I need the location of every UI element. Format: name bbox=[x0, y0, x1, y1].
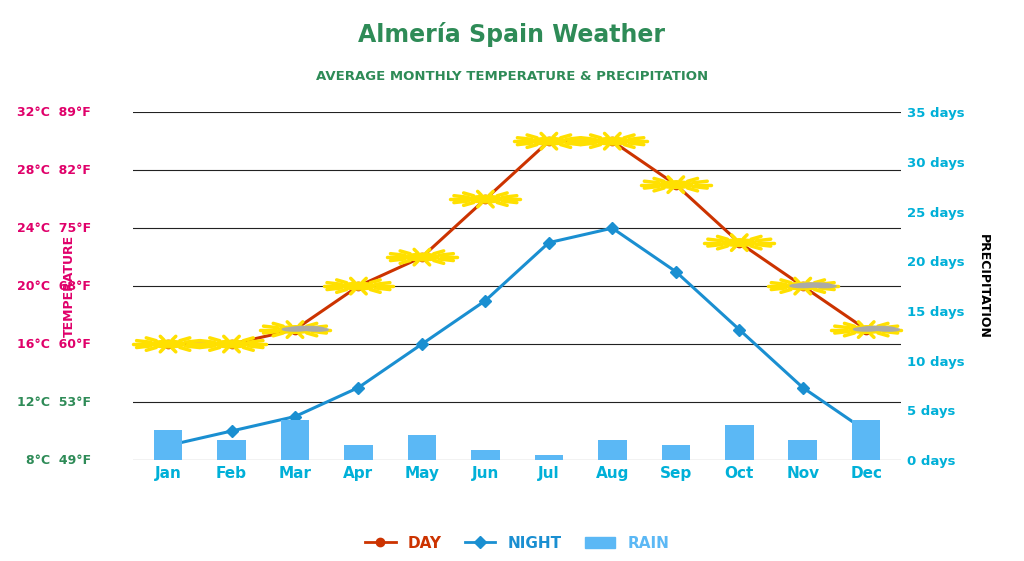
Y-axis label: TEMPERATURE: TEMPERATURE bbox=[62, 235, 76, 337]
Circle shape bbox=[469, 195, 502, 203]
Bar bbox=[217, 440, 246, 460]
Text: 20°C  68°F: 20°C 68°F bbox=[17, 279, 91, 293]
Bar bbox=[725, 425, 754, 460]
Text: 12°C  53°F: 12°C 53°F bbox=[16, 396, 91, 408]
Text: 32°C  89°F: 32°C 89°F bbox=[17, 105, 91, 119]
Bar bbox=[852, 420, 881, 460]
Circle shape bbox=[152, 341, 184, 348]
Circle shape bbox=[406, 254, 438, 261]
Bar bbox=[535, 455, 563, 460]
Bar bbox=[281, 420, 309, 460]
Text: 28°C  82°F: 28°C 82°F bbox=[17, 164, 91, 177]
Ellipse shape bbox=[854, 328, 879, 331]
Text: 24°C  75°F: 24°C 75°F bbox=[16, 222, 91, 234]
Bar bbox=[408, 435, 436, 460]
Y-axis label: PRECIPITATION: PRECIPITATION bbox=[977, 234, 989, 338]
Ellipse shape bbox=[797, 283, 831, 287]
Ellipse shape bbox=[860, 327, 895, 330]
Circle shape bbox=[215, 341, 248, 348]
Text: Almería Spain Weather: Almería Spain Weather bbox=[358, 22, 666, 48]
Ellipse shape bbox=[791, 284, 815, 288]
Circle shape bbox=[786, 282, 819, 290]
Circle shape bbox=[279, 326, 311, 333]
Text: 8°C  49°F: 8°C 49°F bbox=[26, 453, 91, 467]
Circle shape bbox=[723, 239, 756, 246]
Bar bbox=[154, 430, 182, 460]
Ellipse shape bbox=[283, 328, 307, 331]
Ellipse shape bbox=[306, 328, 329, 331]
Bar bbox=[344, 445, 373, 460]
Legend: DAY, NIGHT, RAIN: DAY, NIGHT, RAIN bbox=[359, 530, 675, 557]
Bar bbox=[471, 450, 500, 460]
Bar bbox=[788, 440, 817, 460]
Ellipse shape bbox=[289, 327, 324, 330]
Circle shape bbox=[850, 326, 883, 333]
Circle shape bbox=[532, 137, 565, 145]
Circle shape bbox=[342, 282, 375, 290]
Circle shape bbox=[659, 181, 692, 188]
Text: AVERAGE MONTHLY TEMPERATURE & PRECIPITATION: AVERAGE MONTHLY TEMPERATURE & PRECIPITAT… bbox=[316, 70, 708, 83]
Ellipse shape bbox=[814, 284, 836, 288]
Bar bbox=[598, 440, 627, 460]
Text: 16°C  60°F: 16°C 60°F bbox=[17, 338, 91, 351]
Circle shape bbox=[596, 137, 629, 145]
Ellipse shape bbox=[878, 328, 899, 331]
Bar bbox=[662, 445, 690, 460]
